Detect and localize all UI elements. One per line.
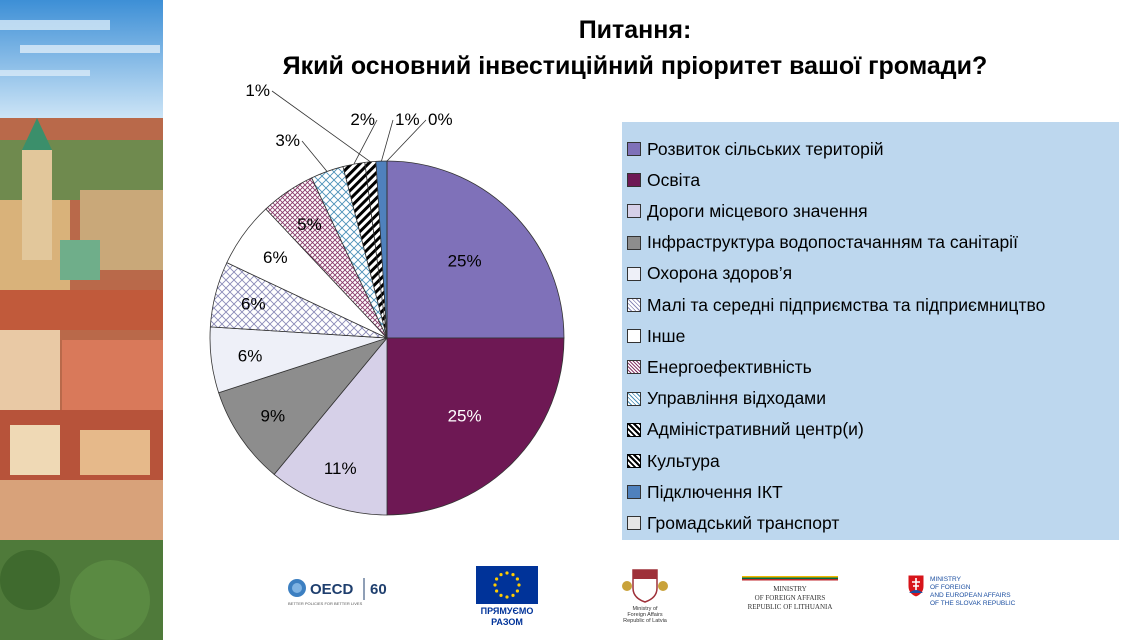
legend-swatch bbox=[627, 266, 641, 281]
legend-swatch bbox=[627, 360, 641, 375]
eu-star-icon bbox=[499, 593, 503, 597]
city-photo bbox=[0, 0, 163, 640]
legend-label: Охорона здоров’я bbox=[647, 263, 793, 284]
eu-logo: ПРЯМУЄМО РАЗОМ bbox=[474, 564, 540, 635]
legend-label: Підключення ІКТ bbox=[647, 481, 783, 502]
legend-swatch bbox=[627, 391, 641, 406]
legend-swatch bbox=[627, 516, 641, 531]
legend-label: Освіта bbox=[647, 169, 701, 190]
pie-data-label-4: 9% bbox=[261, 407, 286, 426]
legend-item: Громадський транспорт bbox=[627, 512, 839, 534]
title-line-2: Який основний інвестиційний пріоритет ва… bbox=[282, 52, 988, 80]
legend-label: Адміністративний центр(и) bbox=[647, 419, 864, 440]
legend-item: Охорона здоров’я bbox=[627, 263, 792, 285]
slovakia-line-4: OF THE SLOVAK REPUBLIC bbox=[930, 600, 1016, 607]
pie-leader-line-9 bbox=[301, 140, 328, 172]
slovakia-line-2: OF FOREIGN bbox=[930, 584, 971, 591]
eu-slogan-line-1: ПРЯМУЄМО bbox=[481, 606, 534, 616]
legend-label: Енергоефективність bbox=[647, 356, 812, 377]
oecd-tagline: BETTER POLICIES FOR BETTER LIVES bbox=[288, 601, 363, 606]
eu-star-icon bbox=[511, 573, 515, 577]
eu-star-icon bbox=[505, 595, 509, 599]
legend-label: Розвиток сільських територій bbox=[647, 138, 884, 159]
legend-swatch bbox=[627, 298, 641, 312]
eu-slogan-line-2: РАЗОМ bbox=[491, 617, 523, 627]
pie-data-label-13: 0% bbox=[428, 110, 453, 129]
lithuania-mfa-logo: MINISTRY OF FOREIGN AFFAIRS REPUBLIC OF … bbox=[738, 574, 842, 619]
eu-star-icon bbox=[499, 573, 503, 577]
pie-leader-line-10 bbox=[353, 119, 378, 165]
slovakia-line-3: AND EUROPEAN AFFAIRS bbox=[930, 592, 1011, 599]
legend-label: Інше bbox=[647, 325, 686, 346]
legend-swatch bbox=[627, 204, 641, 219]
oecd-sixty: 60 bbox=[370, 581, 387, 598]
pie-leader-line-13 bbox=[386, 119, 427, 162]
eu-star-icon bbox=[515, 577, 519, 581]
legend-label: Культура bbox=[647, 450, 720, 471]
pie-slice-4 bbox=[218, 337, 389, 475]
latvia-line-2: Foreign Affairs bbox=[627, 612, 663, 618]
eu-star-icon bbox=[515, 589, 519, 593]
pie-data-label-7: 6% bbox=[263, 248, 288, 267]
lithuania-line-3: REPUBLIC OF LITHUANIA bbox=[748, 603, 833, 611]
legend-swatch bbox=[627, 485, 641, 500]
title-line-1: Питання: bbox=[578, 16, 692, 44]
legend-item: Інше bbox=[627, 325, 685, 347]
legend-label: Громадський транспорт bbox=[647, 512, 840, 533]
pie-slice-3 bbox=[273, 336, 388, 516]
lithuania-line-2: OF FOREIGN AFFAIRS bbox=[755, 594, 826, 602]
pie-slice-2 bbox=[386, 337, 565, 516]
eu-star-icon bbox=[505, 571, 509, 575]
eu-star-icon bbox=[511, 593, 515, 597]
legend-swatch bbox=[627, 454, 641, 468]
legend-item: Енергоефективність bbox=[627, 356, 812, 378]
legend-item: Розвиток сільських територій bbox=[627, 138, 884, 160]
slovakia-mfa-logo: MINISTRY OF FOREIGN AND EUROPEAN AFFAIRS… bbox=[904, 572, 1034, 617]
pie-data-label-10: 2% bbox=[350, 110, 375, 129]
latvia-line-1: Ministry of bbox=[632, 606, 658, 612]
pie-data-label-9: 3% bbox=[275, 131, 300, 150]
legend-swatch bbox=[627, 329, 641, 344]
pie-data-label-11: 1% bbox=[245, 81, 270, 100]
eu-star-icon bbox=[495, 577, 499, 581]
pie-data-label-3: 11% bbox=[324, 459, 357, 478]
legend-label: Інфраструктура водопостачанням та саніта… bbox=[647, 232, 1018, 253]
pie-data-label-8: 5% bbox=[297, 215, 322, 234]
legend-swatch bbox=[627, 173, 641, 188]
eu-star-icon bbox=[517, 583, 521, 587]
pie-chart: 25% 25% 11% 9% 6% 6% 6% 5% 3% 2% 1% 1% 0% bbox=[209, 81, 565, 516]
legend-item: Підключення ІКТ bbox=[627, 481, 783, 503]
legend-item: Культура bbox=[627, 450, 720, 472]
legend-item: Управління відходами bbox=[627, 388, 826, 410]
pie-data-label-1: 25% bbox=[448, 251, 482, 270]
legend-item: Інфраструктура водопостачанням та саніта… bbox=[627, 232, 1018, 254]
oecd-wordmark: OECD bbox=[310, 581, 354, 598]
pie-data-label-12: 1% bbox=[395, 110, 420, 129]
pie-leader-line-12 bbox=[381, 119, 394, 162]
legend-item: Освіта bbox=[627, 169, 700, 191]
legend-swatch bbox=[627, 422, 641, 437]
pie-data-label-5: 6% bbox=[238, 346, 263, 365]
pie-leader-line-11 bbox=[271, 90, 371, 163]
lithuania-line-1: MINISTRY bbox=[773, 585, 806, 593]
eu-star-icon bbox=[495, 589, 499, 593]
slovakia-line-1: MINISTRY bbox=[930, 576, 962, 583]
legend-swatch bbox=[627, 235, 641, 250]
latvia-mfa-logo: Ministry of Foreign Affairs Republic of … bbox=[615, 566, 675, 631]
latvia-line-3: Republic of Latvia bbox=[623, 618, 668, 624]
legend-label: Дороги місцевого значення bbox=[647, 200, 868, 221]
oecd-logo: OECD 60 BETTER POLICIES FOR BETTER LIVES bbox=[286, 574, 408, 613]
pie-data-label-6: 6% bbox=[241, 295, 266, 314]
legend-item: Адміністративний центр(и) bbox=[627, 419, 864, 441]
legend-item: Дороги місцевого значення bbox=[627, 200, 868, 222]
pie-data-label-2: 25% bbox=[448, 407, 482, 426]
legend-label: Малі та середні підприємства та підприєм… bbox=[647, 294, 1046, 315]
legend-label: Управління відходами bbox=[647, 388, 826, 409]
slide-title: Питання: Який основний інвестиційний прі… bbox=[200, 12, 1070, 84]
pie-slice-1 bbox=[386, 160, 565, 339]
legend-swatch bbox=[627, 142, 641, 156]
eu-star-icon bbox=[493, 583, 497, 587]
chart-legend: Розвиток сільських територій Освіта Дороги… bbox=[622, 122, 1119, 540]
legend-item: Малі та середні підприємства та підприєм… bbox=[627, 294, 1045, 316]
